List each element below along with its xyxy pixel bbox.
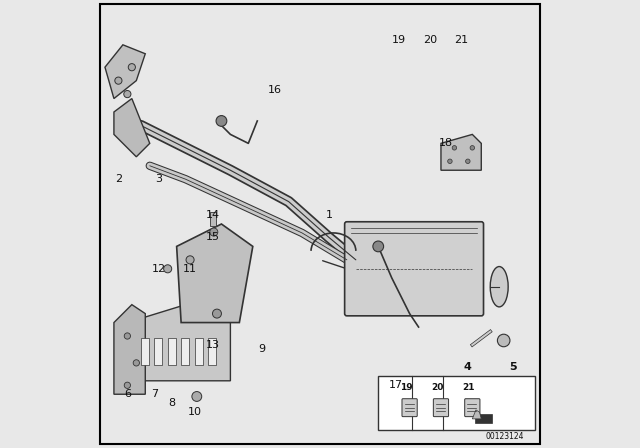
Text: 2: 2 xyxy=(115,174,122,184)
Text: 18: 18 xyxy=(438,138,452,148)
Polygon shape xyxy=(127,305,230,381)
Circle shape xyxy=(186,256,194,264)
Text: 9: 9 xyxy=(258,345,266,354)
Text: 15: 15 xyxy=(205,233,220,242)
Text: 00123124: 00123124 xyxy=(485,432,524,441)
Text: 4: 4 xyxy=(464,362,472,372)
Bar xyxy=(475,414,493,423)
Circle shape xyxy=(164,265,172,273)
Circle shape xyxy=(497,334,510,347)
Circle shape xyxy=(128,64,136,71)
Circle shape xyxy=(124,382,131,388)
Circle shape xyxy=(210,228,218,236)
Bar xyxy=(154,338,163,365)
FancyBboxPatch shape xyxy=(465,399,480,417)
Circle shape xyxy=(465,159,470,164)
Bar xyxy=(210,212,216,226)
Circle shape xyxy=(452,146,457,150)
Polygon shape xyxy=(177,224,253,323)
Text: 11: 11 xyxy=(183,264,197,274)
Polygon shape xyxy=(105,45,145,99)
Polygon shape xyxy=(441,134,481,170)
Text: 8: 8 xyxy=(168,398,176,408)
Text: 5: 5 xyxy=(509,362,516,372)
Circle shape xyxy=(470,146,475,150)
FancyBboxPatch shape xyxy=(433,399,449,417)
Bar xyxy=(181,338,189,365)
Text: 19: 19 xyxy=(400,383,412,392)
Circle shape xyxy=(192,392,202,401)
Bar xyxy=(378,376,535,430)
Text: 16: 16 xyxy=(268,85,282,95)
Text: 14: 14 xyxy=(205,210,220,220)
FancyBboxPatch shape xyxy=(345,222,484,316)
Circle shape xyxy=(133,360,140,366)
Bar xyxy=(168,338,176,365)
Text: 7: 7 xyxy=(150,389,158,399)
Circle shape xyxy=(115,77,122,84)
Ellipse shape xyxy=(490,267,508,307)
Polygon shape xyxy=(114,99,150,157)
Text: 1: 1 xyxy=(326,210,332,220)
Circle shape xyxy=(124,333,131,339)
Text: 13: 13 xyxy=(205,340,220,350)
Text: 6: 6 xyxy=(124,389,131,399)
Text: 21: 21 xyxy=(454,35,468,45)
Bar xyxy=(141,338,149,365)
Text: 19: 19 xyxy=(391,35,406,45)
Circle shape xyxy=(373,241,383,252)
Circle shape xyxy=(212,309,221,318)
Text: 20: 20 xyxy=(422,35,437,45)
Bar xyxy=(208,338,216,365)
Text: 20: 20 xyxy=(431,383,444,392)
Bar xyxy=(195,338,203,365)
Text: 21: 21 xyxy=(463,383,475,392)
Polygon shape xyxy=(472,410,481,419)
Circle shape xyxy=(448,159,452,164)
Polygon shape xyxy=(114,305,145,394)
Text: 10: 10 xyxy=(188,407,202,417)
Text: 12: 12 xyxy=(152,264,166,274)
Circle shape xyxy=(216,116,227,126)
FancyBboxPatch shape xyxy=(402,399,417,417)
Circle shape xyxy=(124,90,131,98)
Text: 3: 3 xyxy=(156,174,162,184)
Text: 17: 17 xyxy=(389,380,403,390)
